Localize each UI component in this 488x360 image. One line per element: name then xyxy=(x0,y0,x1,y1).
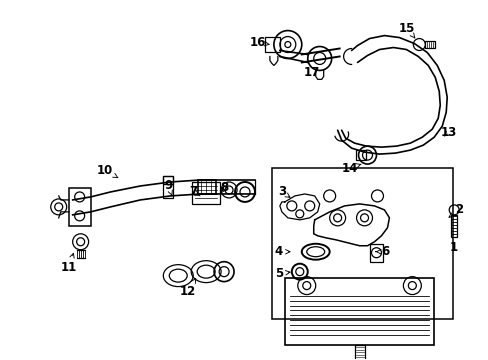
Bar xyxy=(355,150,365,160)
Text: 17: 17 xyxy=(303,66,319,79)
Text: 14: 14 xyxy=(341,162,360,175)
Text: 16: 16 xyxy=(249,36,268,49)
Bar xyxy=(198,180,216,194)
Bar xyxy=(450,215,456,237)
Text: 1: 1 xyxy=(449,241,457,254)
Text: 4: 4 xyxy=(274,245,289,258)
Bar xyxy=(369,244,383,262)
Text: 3: 3 xyxy=(277,185,289,198)
Text: 5: 5 xyxy=(274,267,289,280)
Text: 2: 2 xyxy=(448,203,462,217)
Text: 12: 12 xyxy=(180,279,196,298)
Bar xyxy=(264,37,279,53)
Bar xyxy=(163,176,173,184)
Text: 7: 7 xyxy=(189,185,200,198)
Bar xyxy=(354,345,364,360)
Bar xyxy=(271,168,452,319)
Text: 6: 6 xyxy=(375,245,389,258)
Text: 8: 8 xyxy=(220,181,228,194)
Text: 11: 11 xyxy=(61,253,77,274)
Bar xyxy=(285,278,433,345)
Bar xyxy=(425,41,434,48)
Text: 13: 13 xyxy=(440,126,456,139)
Text: 9: 9 xyxy=(164,180,172,195)
Bar xyxy=(68,188,90,226)
Text: 15: 15 xyxy=(398,22,415,38)
Bar xyxy=(192,182,220,204)
Text: 10: 10 xyxy=(96,163,118,178)
Bar xyxy=(163,176,173,198)
